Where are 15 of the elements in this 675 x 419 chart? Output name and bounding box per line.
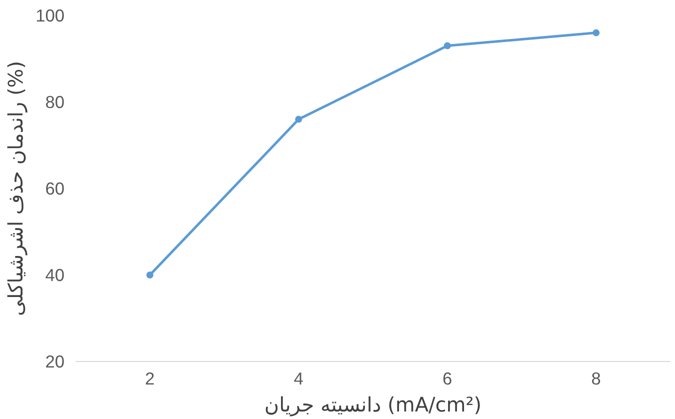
- y-tick-label: 20: [45, 352, 65, 372]
- x-tick-label: 8: [591, 368, 601, 388]
- point: [146, 272, 154, 278]
- y-tick-label: 40: [45, 265, 65, 285]
- x-axis-title: دانسیته جریان (mA/cm²): [264, 392, 482, 416]
- y-axis-title: راندمان حذف اشرشیاکلی (%): [4, 60, 28, 316]
- x-tick-label: 2: [145, 368, 155, 388]
- x-tick-label: 4: [294, 368, 304, 388]
- y-tick-label: 60: [45, 178, 65, 198]
- x-tick-label: 6: [442, 368, 452, 388]
- point: [295, 116, 302, 123]
- y-tick-label: 80: [45, 92, 65, 112]
- y-tick-label: 100: [36, 6, 65, 26]
- point: [444, 42, 451, 50]
- point: [592, 29, 600, 36]
